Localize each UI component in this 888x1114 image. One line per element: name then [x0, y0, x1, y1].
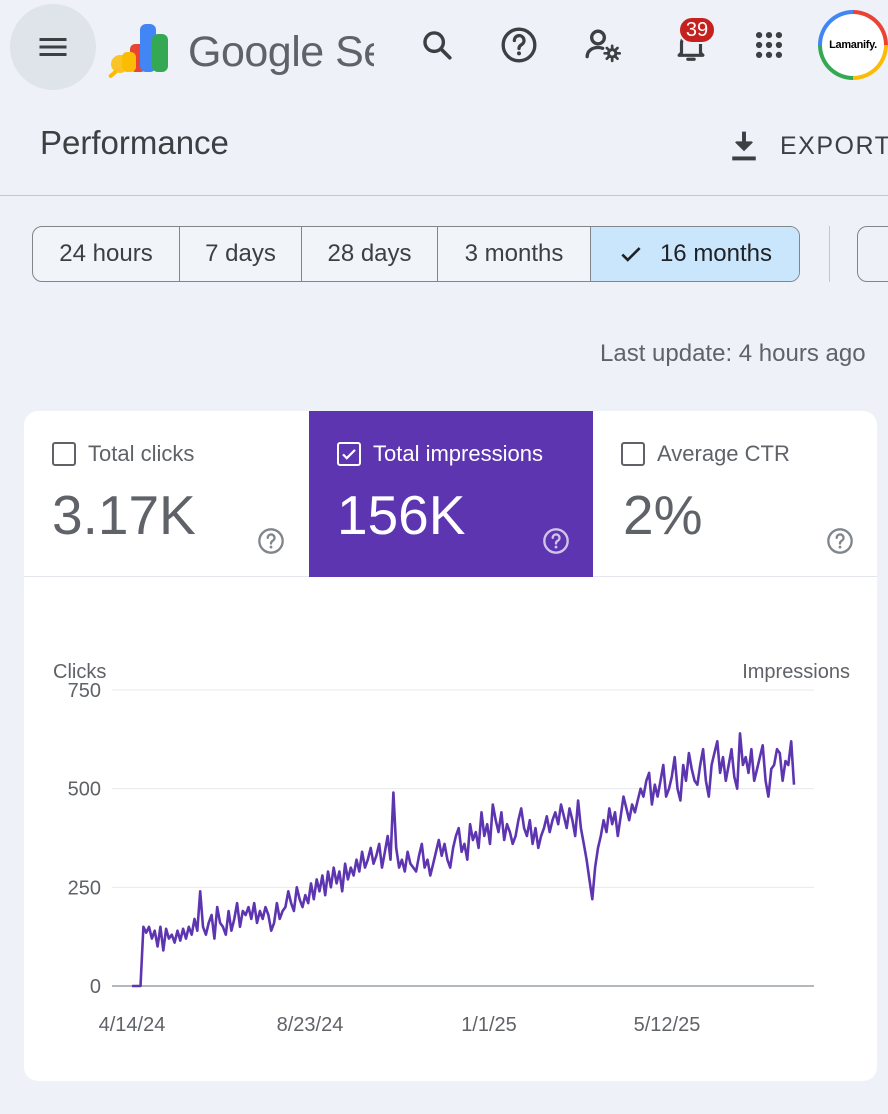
x-tick-label: 5/12/25 [634, 1014, 701, 1036]
checkbox-unchecked-icon[interactable] [52, 442, 76, 466]
chip-7-days[interactable]: 7 days [180, 227, 302, 281]
user-settings-button[interactable] [580, 22, 626, 68]
x-tick-label: 8/23/24 [277, 1014, 344, 1036]
y-tick-label: 750 [68, 680, 101, 702]
chip-label: 7 days [205, 240, 276, 267]
help-icon[interactable] [257, 527, 285, 555]
chip-24-hours[interactable]: 24 hours [33, 227, 180, 281]
search-console-logo [108, 24, 168, 78]
performance-card: Total clicks 3.17K Total impressions 156… [24, 411, 877, 1081]
chip-label: 24 hours [59, 240, 153, 267]
product-name: Google Search Console [188, 28, 374, 76]
y-tick-label: 0 [90, 976, 101, 998]
date-range-chip-group: 24 hours 7 days 28 days 3 months 16 mont… [32, 226, 800, 282]
top-app-bar: Google Search Console 39 [0, 0, 888, 96]
metric-label: Total impressions [373, 441, 543, 466]
x-tick-label: 1/1/25 [461, 1014, 517, 1036]
help-icon[interactable] [826, 527, 854, 555]
apps-button[interactable] [746, 22, 792, 68]
search-icon [423, 31, 452, 60]
checkbox-unchecked-icon[interactable] [621, 442, 645, 466]
metric-total-impressions[interactable]: Total impressions 156K [309, 411, 593, 577]
apps-grid-icon [755, 31, 783, 59]
metric-value: 3.17K [52, 484, 196, 546]
y-tick-label: 250 [68, 877, 101, 899]
manage-accounts-icon [585, 29, 621, 63]
metric-label-row: Total impressions [337, 441, 543, 467]
metric-label-row: Total clicks [52, 441, 194, 467]
search-button[interactable] [414, 22, 460, 68]
y-axis-label-right: Impressions [742, 661, 850, 683]
metric-label: Total clicks [88, 441, 195, 466]
chip-3-months[interactable]: 3 months [438, 227, 591, 281]
y-tick-label: 500 [68, 779, 101, 801]
download-icon [732, 131, 756, 161]
metric-label: Average CTR [657, 441, 790, 466]
chip-divider [829, 226, 830, 282]
chip-label: 28 days [327, 240, 412, 267]
export-label: EXPORT [780, 131, 888, 160]
account-avatar[interactable]: Lamanify. [818, 10, 888, 80]
checkbox-checked-icon[interactable] [337, 442, 361, 466]
hamburger-menu-icon [39, 38, 67, 56]
chip-more-filters[interactable] [857, 226, 888, 282]
y-axis-label-left: Clicks [53, 661, 106, 683]
last-update-text: Last update: 4 hours ago [600, 340, 866, 367]
metric-average-ctr[interactable]: Average CTR 2% [593, 411, 877, 577]
header-divider [0, 195, 888, 196]
chip-label: 16 months [659, 240, 773, 267]
x-tick-label: 4/14/24 [99, 1014, 166, 1036]
main-menu-button[interactable] [10, 4, 96, 90]
series-line-impressions [132, 732, 796, 988]
avatar-text: Lamanify. [822, 14, 884, 76]
check-icon [618, 241, 644, 267]
metric-value: 2% [623, 484, 703, 546]
chip-label: 3 months [464, 240, 564, 267]
help-button[interactable] [496, 22, 542, 68]
page-title: Performance [40, 124, 229, 161]
chip-16-months[interactable]: 16 months [591, 227, 799, 281]
chip-28-days[interactable]: 28 days [302, 227, 438, 281]
help-icon [501, 27, 537, 63]
notification-count-badge: 39 [678, 16, 716, 44]
metric-value: 156K [337, 484, 466, 546]
export-button[interactable]: EXPORT [728, 126, 888, 166]
help-icon[interactable] [542, 527, 570, 555]
metric-label-row: Average CTR [621, 441, 790, 467]
performance-chart: Clicks Impressions 0 250 500 750 4/14/24 8/2… [53, 661, 850, 1036]
metric-total-clicks[interactable]: Total clicks 3.17K [24, 411, 309, 577]
